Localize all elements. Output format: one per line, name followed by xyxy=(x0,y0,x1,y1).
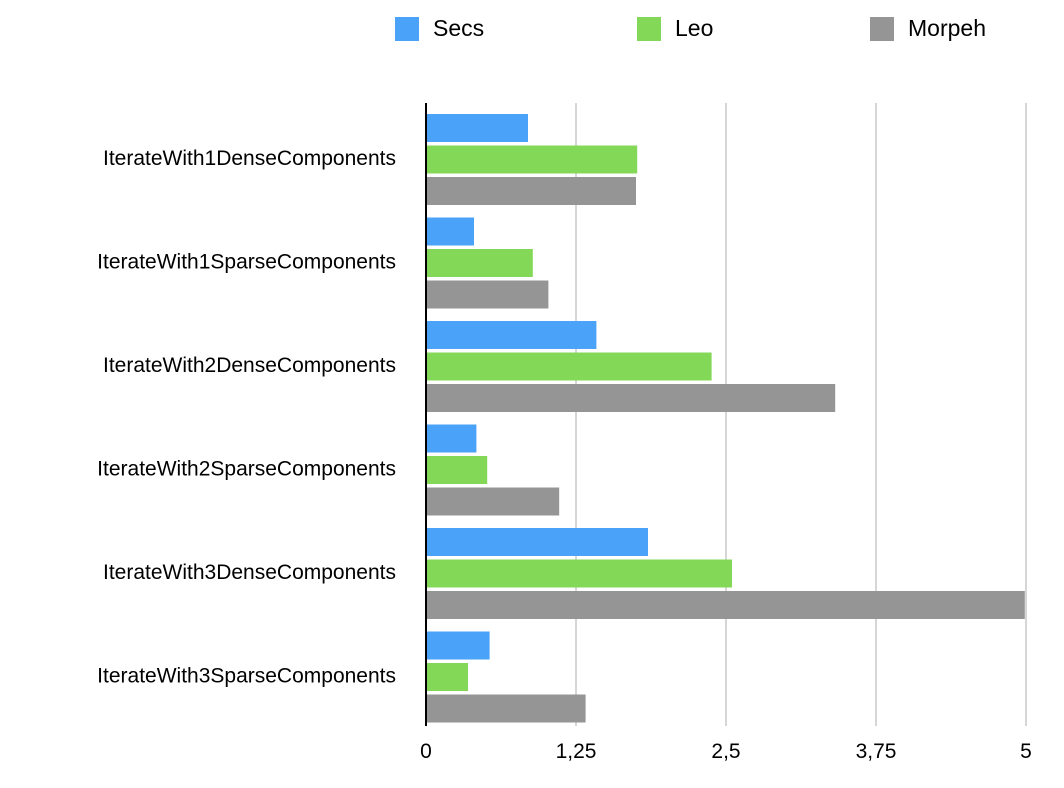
x-tick-label: 1,25 xyxy=(556,740,597,763)
bar-secs-2 xyxy=(426,321,597,349)
bar-secs-1 xyxy=(426,217,474,246)
bars xyxy=(426,114,1025,723)
bar-leo-3 xyxy=(426,456,488,484)
legend-label-secs: Secs xyxy=(433,15,484,41)
bar-secs-4 xyxy=(426,528,648,556)
bar-morpeh-1 xyxy=(426,280,549,309)
legend-swatch-leo xyxy=(637,17,661,41)
bar-morpeh-3 xyxy=(426,487,560,516)
bar-leo-0 xyxy=(426,145,638,174)
bar-secs-3 xyxy=(426,424,477,453)
category-label: IterateWith3SparseComponents xyxy=(97,665,396,688)
x-tick-label: 2,5 xyxy=(711,740,740,763)
category-label: IterateWith2SparseComponents xyxy=(97,458,396,481)
grid xyxy=(575,103,1027,726)
bar-morpeh-2 xyxy=(426,384,836,412)
bar-secs-0 xyxy=(426,114,528,142)
bar-leo-2 xyxy=(426,352,712,381)
bar-leo-1 xyxy=(426,249,533,277)
bar-leo-4 xyxy=(426,559,732,588)
legend-swatch-secs xyxy=(395,17,419,41)
bar-morpeh-4 xyxy=(426,591,1025,619)
x-tick-label: 0 xyxy=(420,740,432,763)
category-label: IterateWith3DenseComponents xyxy=(103,561,396,584)
category-label: IterateWith2DenseComponents xyxy=(103,354,396,377)
category-labels: IterateWith1DenseComponents IterateWith1S… xyxy=(97,147,396,688)
legend-label-morpeh: Morpeh xyxy=(908,15,986,41)
bar-leo-5 xyxy=(426,663,468,691)
x-tick-label: 5 xyxy=(1020,740,1032,763)
legend: Secs Leo Morpeh xyxy=(395,15,986,41)
legend-label-leo: Leo xyxy=(675,15,713,41)
bar-secs-5 xyxy=(426,631,490,660)
category-label: IterateWith1SparseComponents xyxy=(97,251,396,274)
category-label: IterateWith1DenseComponents xyxy=(103,147,396,170)
legend-swatch-morpeh xyxy=(870,17,894,41)
bar-morpeh-0 xyxy=(426,177,636,205)
bar-morpeh-5 xyxy=(426,694,586,723)
x-tick-labels: 0 1,25 2,5 3,75 5 xyxy=(420,740,1032,763)
x-tick-label: 3,75 xyxy=(856,740,897,763)
